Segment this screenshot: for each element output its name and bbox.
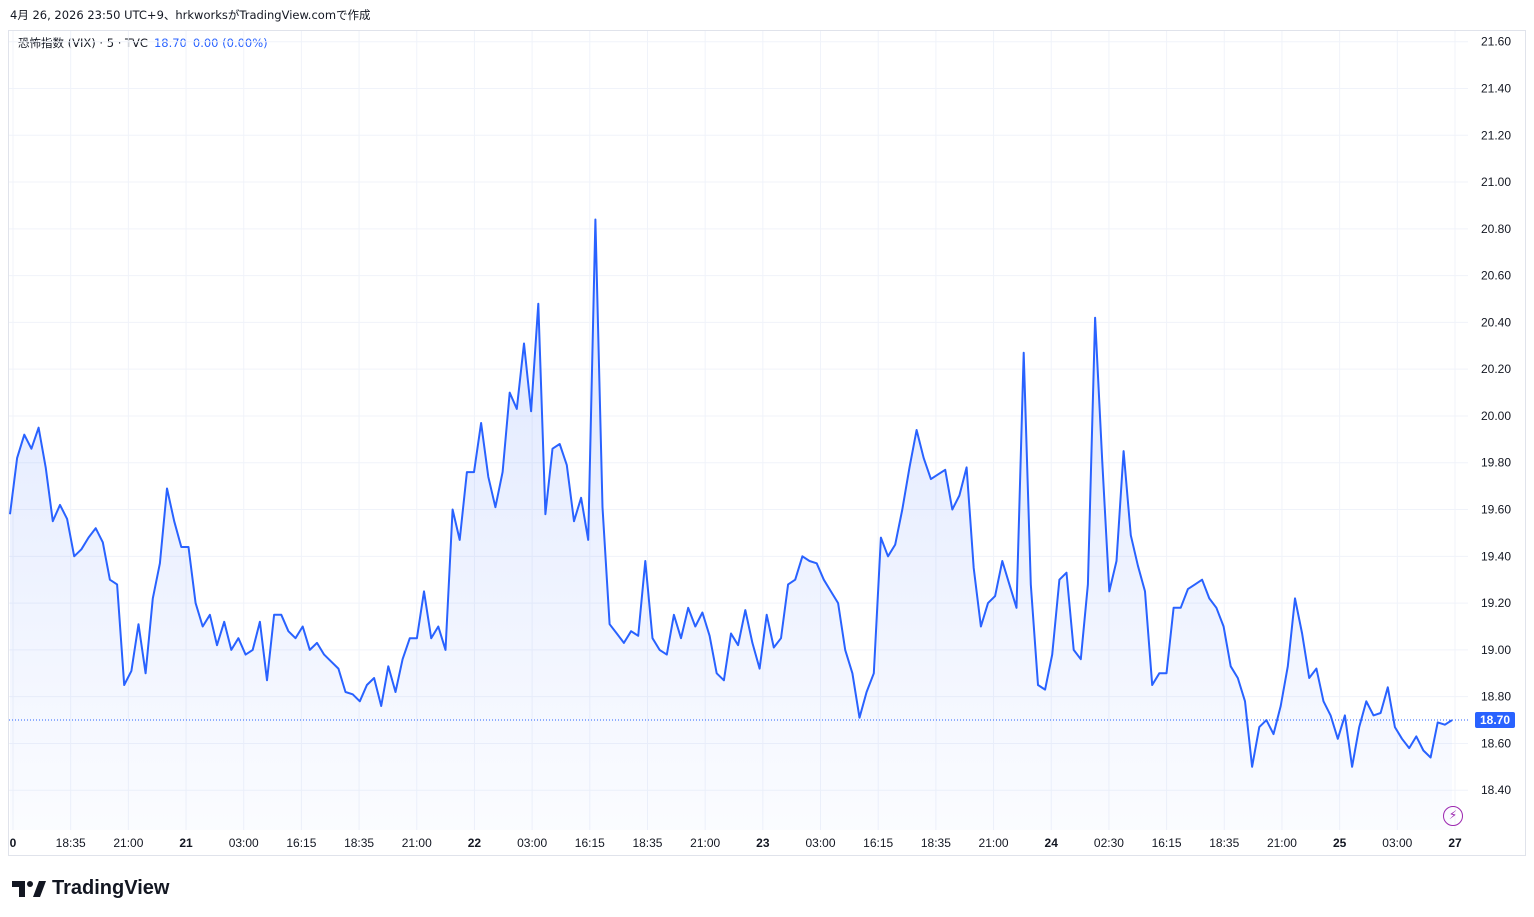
y-tick-label: 21.60: [1481, 35, 1511, 49]
x-tick-label: 21:00: [979, 836, 1009, 850]
x-tick-label: 23: [756, 836, 770, 850]
series-line: [9, 218, 1453, 768]
x-tick-label: 18:35: [56, 836, 86, 850]
lightning-icon[interactable]: ⚡: [1443, 806, 1463, 826]
y-tick-label: 21.00: [1481, 175, 1511, 189]
x-tick-label: 16:15: [286, 836, 316, 850]
x-tick-label: 21:00: [113, 836, 143, 850]
y-tick-label: 19.40: [1481, 549, 1511, 563]
legend-change: 0.00 (0.00%): [192, 36, 268, 50]
brand[interactable]: TradingView: [12, 877, 169, 900]
y-tick-label: 20.20: [1481, 362, 1511, 376]
x-tick-label: 25: [1333, 836, 1347, 850]
x-tick-label: 16:15: [1152, 836, 1182, 850]
last-price-label: 18.70: [1480, 713, 1510, 727]
chart-legend: 恐怖指数 (VIX) · 5 · TVC 18.70 0.00 (0.00%): [18, 35, 268, 51]
y-tick-label: 18.80: [1481, 690, 1511, 704]
x-tick-label: 27: [1448, 836, 1462, 850]
x-tick-label: 18:35: [1209, 836, 1239, 850]
x-tick-label: 18:35: [632, 836, 662, 850]
y-tick-label: 20.00: [1481, 409, 1511, 423]
chart-caption: 4月 26, 2026 23:50 UTC+9、hrkworksがTrading…: [10, 8, 371, 22]
y-tick-label: 20.40: [1481, 315, 1511, 329]
y-tick-label: 21.40: [1481, 81, 1511, 95]
y-tick-label: 19.60: [1481, 503, 1511, 517]
x-tick-label: 03:00: [517, 836, 547, 850]
tradingview-logo-icon: [12, 880, 46, 897]
brand-name: TradingView: [52, 877, 170, 899]
x-tick-label: 02:30: [1094, 836, 1124, 850]
last-price-tag: [1475, 712, 1515, 729]
y-tick-label: 19.00: [1481, 643, 1511, 657]
x-tick-label: 16:15: [863, 836, 893, 850]
x-tick-label: 18:35: [344, 836, 374, 850]
y-tick-label: 18.60: [1481, 736, 1511, 750]
x-tick-label: 24: [1045, 836, 1059, 850]
x-tick-label: 22: [468, 836, 482, 850]
x-tick-label: 21: [179, 836, 193, 850]
y-tick-label: 20.80: [1481, 222, 1511, 236]
series-area: [10, 219, 1452, 830]
x-tick-label: 16:15: [575, 836, 605, 850]
x-tick-label: 21:00: [402, 836, 432, 850]
y-tick-label: 20.60: [1481, 269, 1511, 283]
x-tick-label: 03:00: [806, 836, 836, 850]
x-tick-label: 21:00: [690, 836, 720, 850]
y-tick-label: 21.20: [1481, 128, 1511, 142]
y-tick-label: 19.20: [1481, 596, 1511, 610]
x-tick-label: 03:00: [1382, 836, 1412, 850]
y-tick-label: 18.40: [1481, 783, 1511, 797]
x-tick-label: 03:00: [229, 836, 259, 850]
x-tick-label: 18:35: [921, 836, 951, 850]
legend-symbol[interactable]: 恐怖指数 (VIX) · 5 · TVC: [18, 36, 148, 50]
legend-last-value: 18.70: [153, 36, 187, 50]
y-tick-label: 19.80: [1481, 456, 1511, 470]
x-tick-label: 0: [10, 836, 17, 850]
x-tick-label: 21:00: [1267, 836, 1297, 850]
chart-frame: [8, 30, 1526, 856]
